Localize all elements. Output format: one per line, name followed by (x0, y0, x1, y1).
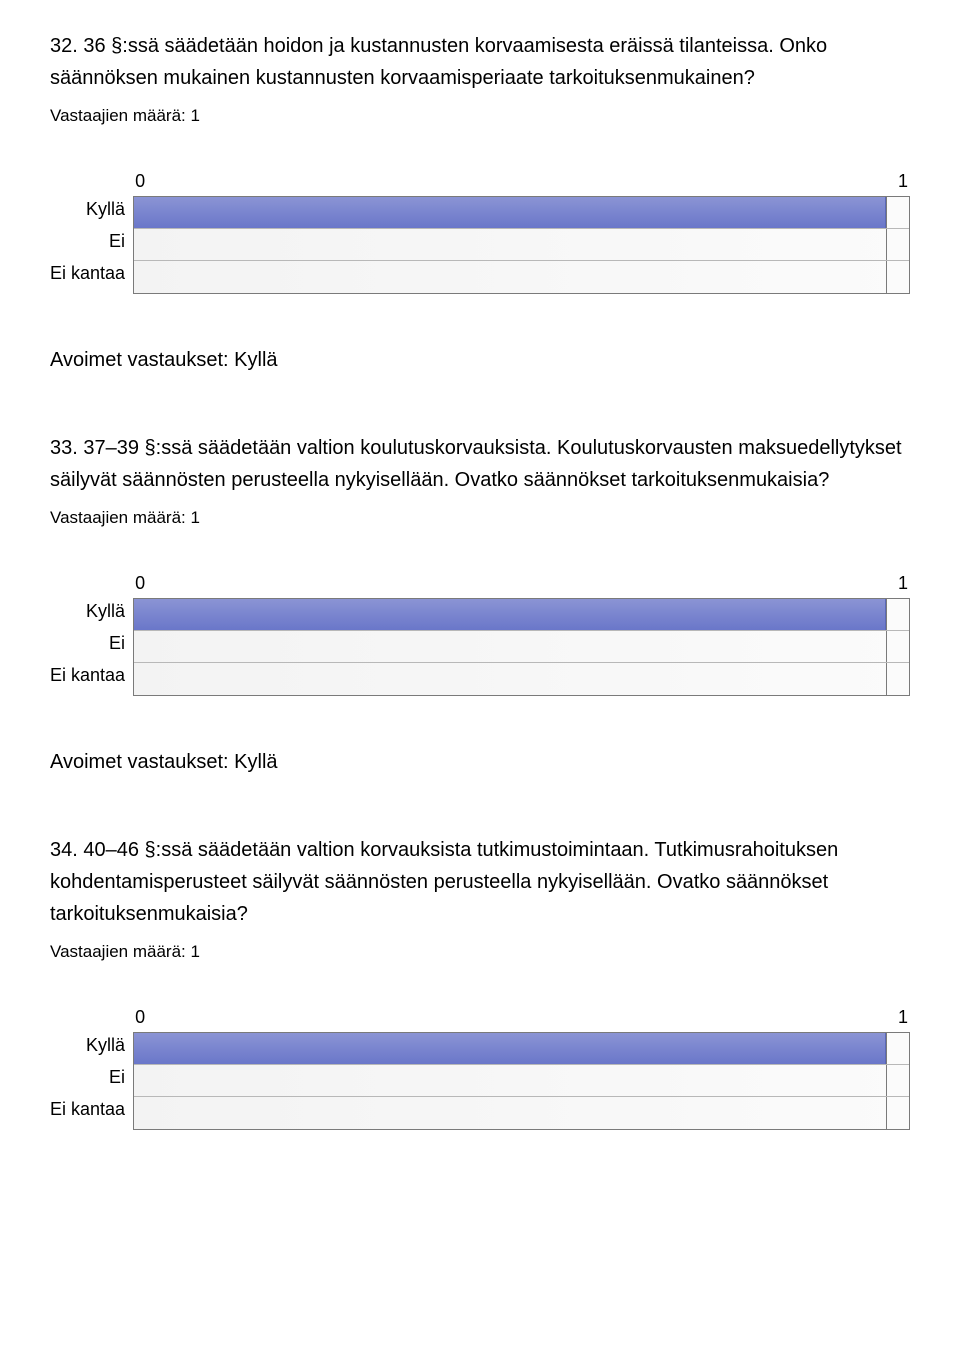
bar-fill (134, 1033, 886, 1064)
y-axis-label: Kyllä (50, 193, 125, 225)
survey-section: 34. 40–46 §:ssä säädetään valtion korvau… (50, 834, 910, 1130)
x-tick-label: 1 (898, 573, 908, 594)
bar-chart: KylläEiEi kantaa01 (50, 1007, 910, 1130)
bars-container (133, 1032, 910, 1130)
y-axis-label: Ei kantaa (50, 257, 125, 289)
y-axis-label: Ei kantaa (50, 1093, 125, 1125)
bar-fill (134, 599, 886, 630)
y-axis-label: Kyllä (50, 595, 125, 627)
bar-chart: KylläEiEi kantaa01 (50, 171, 910, 294)
y-axis-label: Ei kantaa (50, 659, 125, 691)
x-tick-label: 0 (135, 171, 145, 192)
question-text: 34. 40–46 §:ssä säädetään valtion korvau… (50, 834, 910, 930)
bar-row (134, 1033, 909, 1065)
plot-area: 01 (133, 573, 910, 696)
plot-area: 01 (133, 171, 910, 294)
open-answers-label: Avoimet vastaukset: Kyllä (50, 349, 910, 372)
bar-row (134, 261, 909, 293)
bar-row (134, 599, 909, 631)
x-tick-label: 1 (898, 1007, 908, 1028)
plot-area: 01 (133, 1007, 910, 1130)
y-axis-labels: KylläEiEi kantaa (50, 171, 133, 294)
bar-row (134, 1065, 909, 1097)
open-answers-label: Avoimet vastaukset: Kyllä (50, 751, 910, 774)
x-axis-labels: 01 (133, 573, 910, 598)
y-axis-label: Ei (50, 225, 125, 257)
bar-row (134, 631, 909, 663)
bars-container (133, 598, 910, 696)
bar-fill (134, 197, 886, 228)
y-axis-label: Ei (50, 627, 125, 659)
y-axis-labels: KylläEiEi kantaa (50, 1007, 133, 1130)
y-axis-label: Ei (50, 1061, 125, 1093)
x-tick-label: 0 (135, 573, 145, 594)
survey-section: 32. 36 §:ssä säädetään hoidon ja kustann… (50, 30, 910, 372)
bar-row (134, 229, 909, 261)
bars-container (133, 196, 910, 294)
y-axis-label: Kyllä (50, 1029, 125, 1061)
question-text: 32. 36 §:ssä säädetään hoidon ja kustann… (50, 30, 910, 94)
bar-row (134, 197, 909, 229)
bar-row (134, 663, 909, 695)
question-text: 33. 37–39 §:ssä säädetään valtion koulut… (50, 432, 910, 496)
y-axis-labels: KylläEiEi kantaa (50, 573, 133, 696)
bar-chart: KylläEiEi kantaa01 (50, 573, 910, 696)
respondent-count: Vastaajien määrä: 1 (50, 508, 910, 528)
respondent-count: Vastaajien määrä: 1 (50, 942, 910, 962)
x-axis-labels: 01 (133, 171, 910, 196)
respondent-count: Vastaajien määrä: 1 (50, 106, 910, 126)
survey-section: 33. 37–39 §:ssä säädetään valtion koulut… (50, 432, 910, 774)
x-tick-label: 0 (135, 1007, 145, 1028)
bar-row (134, 1097, 909, 1129)
x-axis-labels: 01 (133, 1007, 910, 1032)
x-tick-label: 1 (898, 171, 908, 192)
